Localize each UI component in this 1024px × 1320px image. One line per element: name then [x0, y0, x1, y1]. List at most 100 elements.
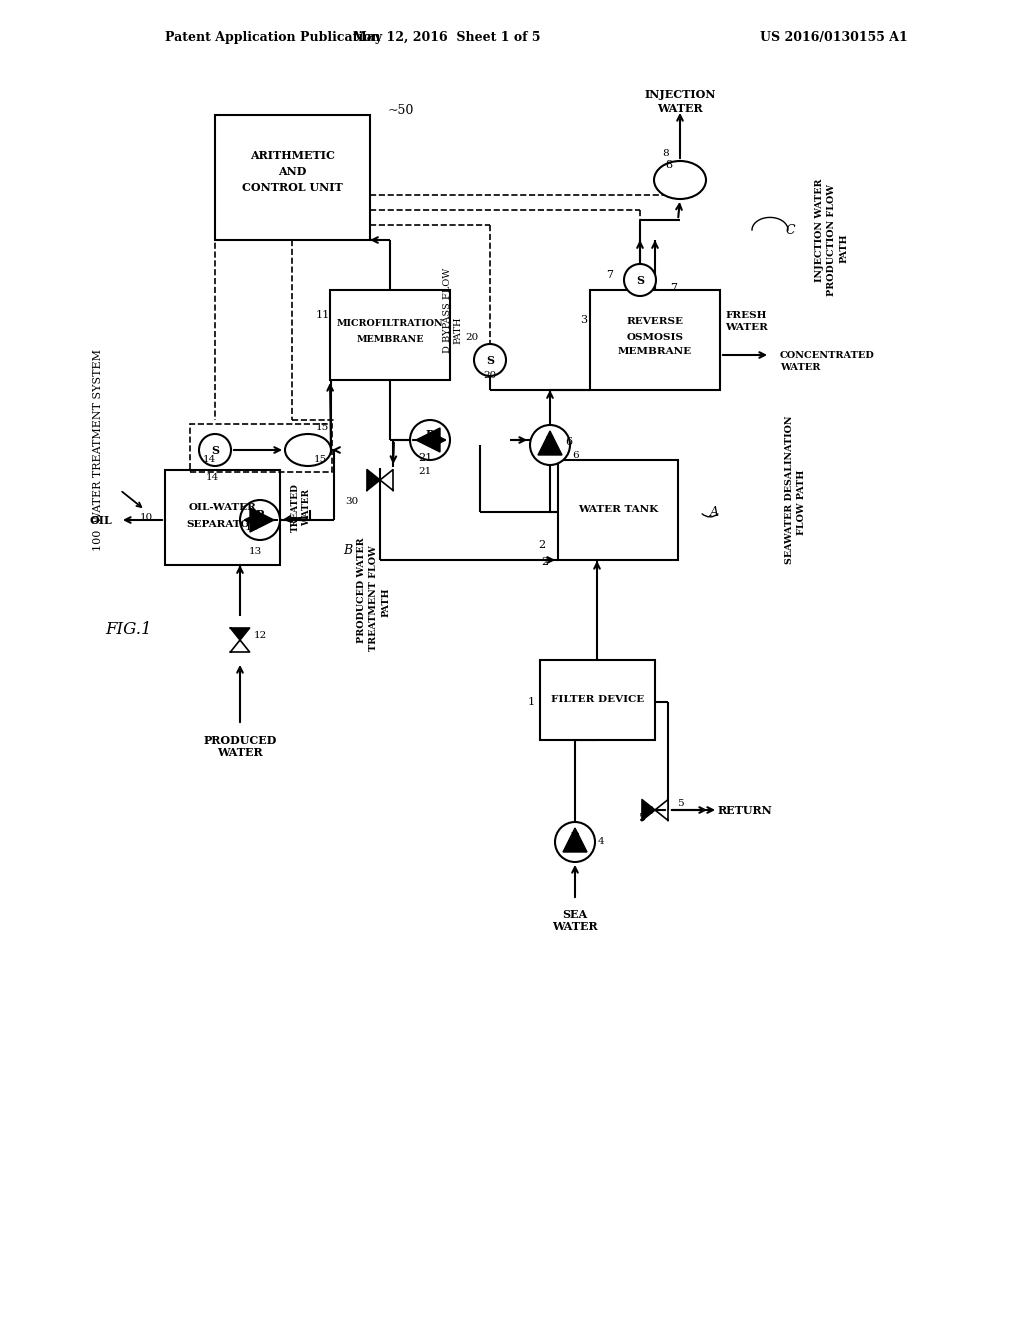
Polygon shape — [538, 432, 562, 455]
Text: 12: 12 — [253, 631, 266, 639]
Text: D BYPASS FLOW: D BYPASS FLOW — [443, 268, 453, 352]
Text: REVERSE: REVERSE — [627, 318, 683, 326]
Text: P: P — [570, 832, 580, 842]
Text: PRODUCTION FLOW: PRODUCTION FLOW — [827, 183, 837, 296]
Text: P: P — [546, 434, 554, 446]
Text: 2: 2 — [541, 557, 548, 568]
Text: PATH: PATH — [840, 234, 849, 263]
Text: 21: 21 — [419, 467, 432, 477]
Text: TREATED: TREATED — [291, 483, 299, 532]
Polygon shape — [416, 428, 440, 451]
Bar — [190, 424, 332, 473]
Text: 6: 6 — [572, 450, 580, 459]
Text: OIL: OIL — [89, 515, 112, 525]
Text: WATER: WATER — [657, 103, 702, 114]
Ellipse shape — [654, 161, 706, 199]
Circle shape — [624, 264, 656, 296]
Bar — [590, 290, 720, 389]
Text: FILTER DEVICE: FILTER DEVICE — [551, 696, 644, 705]
Text: INJECTION: INJECTION — [644, 90, 716, 100]
Bar — [330, 290, 450, 380]
Text: 13: 13 — [249, 548, 261, 557]
Polygon shape — [367, 470, 380, 491]
Polygon shape — [642, 800, 655, 821]
Text: SEA: SEA — [562, 909, 588, 920]
Text: PRODUCED: PRODUCED — [204, 734, 276, 746]
Text: 2: 2 — [538, 540, 545, 550]
Text: 8: 8 — [663, 149, 670, 158]
Circle shape — [474, 345, 506, 376]
Bar — [165, 470, 280, 565]
Text: 3: 3 — [580, 315, 587, 325]
Text: WATER: WATER — [302, 490, 311, 527]
Text: PATH: PATH — [454, 317, 463, 343]
Text: PRODUCED WATER: PRODUCED WATER — [357, 537, 367, 643]
Text: S: S — [636, 275, 644, 285]
Text: AND: AND — [279, 166, 306, 177]
Text: 30: 30 — [345, 498, 358, 507]
Text: 15: 15 — [315, 424, 329, 433]
Text: 6: 6 — [565, 437, 572, 447]
Text: RETURN: RETURN — [718, 804, 773, 816]
Text: 21: 21 — [418, 453, 432, 463]
Text: ARITHMETIC: ARITHMETIC — [250, 150, 335, 161]
Text: S: S — [486, 355, 494, 366]
Text: SEAWATER DESALINATION: SEAWATER DESALINATION — [785, 416, 795, 564]
Text: 14: 14 — [203, 455, 216, 465]
Text: ~50: ~50 — [388, 103, 415, 116]
Text: TREATMENT FLOW: TREATMENT FLOW — [370, 545, 379, 651]
Text: CONTROL UNIT: CONTROL UNIT — [242, 182, 343, 193]
Text: US 2016/0130155 A1: US 2016/0130155 A1 — [760, 32, 907, 45]
Text: SEPARATOR: SEPARATOR — [186, 520, 259, 529]
Text: P: P — [256, 510, 264, 520]
Text: 4: 4 — [598, 837, 604, 846]
Text: 7: 7 — [606, 271, 613, 280]
Bar — [558, 459, 678, 560]
Text: 11: 11 — [315, 310, 330, 319]
Text: 1: 1 — [528, 697, 535, 708]
Text: WATER: WATER — [552, 921, 598, 932]
Polygon shape — [230, 628, 250, 640]
Text: 13: 13 — [245, 521, 259, 532]
Text: MEMBRANE: MEMBRANE — [356, 335, 424, 345]
Text: 5: 5 — [639, 813, 646, 822]
Text: May 12, 2016  Sheet 1 of 5: May 12, 2016 Sheet 1 of 5 — [353, 32, 541, 45]
Polygon shape — [230, 640, 250, 652]
Circle shape — [240, 500, 280, 540]
Text: A: A — [710, 506, 719, 519]
Text: MICROFILTRATION: MICROFILTRATION — [337, 318, 443, 327]
Text: 14: 14 — [206, 474, 219, 483]
Polygon shape — [380, 470, 393, 491]
Text: CONCENTRATED: CONCENTRATED — [780, 351, 874, 359]
Text: WATER: WATER — [780, 363, 820, 371]
Text: C: C — [785, 223, 795, 236]
Text: S: S — [211, 445, 219, 455]
Text: OSMOSIS: OSMOSIS — [627, 333, 683, 342]
Circle shape — [530, 425, 570, 465]
Polygon shape — [250, 508, 274, 532]
Text: PATH: PATH — [382, 587, 390, 616]
Bar — [540, 660, 655, 741]
Text: 20: 20 — [483, 371, 497, 380]
Text: 10: 10 — [139, 513, 153, 521]
Text: 5: 5 — [677, 800, 683, 808]
Text: 20: 20 — [465, 334, 478, 342]
Text: FLOW PATH: FLOW PATH — [798, 470, 807, 535]
Polygon shape — [563, 828, 587, 851]
Text: 7: 7 — [671, 282, 678, 293]
Text: FIG.1: FIG.1 — [105, 622, 152, 639]
Circle shape — [555, 822, 595, 862]
Text: P: P — [426, 429, 434, 441]
Polygon shape — [655, 800, 668, 821]
Text: OIL-WATER: OIL-WATER — [188, 503, 256, 512]
Text: INJECTION WATER: INJECTION WATER — [815, 178, 824, 281]
Text: WATER TANK: WATER TANK — [578, 506, 658, 515]
Text: MEMBRANE: MEMBRANE — [617, 347, 692, 356]
Text: 8: 8 — [665, 160, 672, 170]
Circle shape — [199, 434, 231, 466]
Text: WATER: WATER — [725, 322, 768, 331]
Circle shape — [410, 420, 450, 459]
Text: Patent Application Publication: Patent Application Publication — [165, 32, 381, 45]
Text: 100  WATER TREATMENT SYSTEM: 100 WATER TREATMENT SYSTEM — [93, 348, 103, 550]
Text: FRESH: FRESH — [725, 310, 767, 319]
